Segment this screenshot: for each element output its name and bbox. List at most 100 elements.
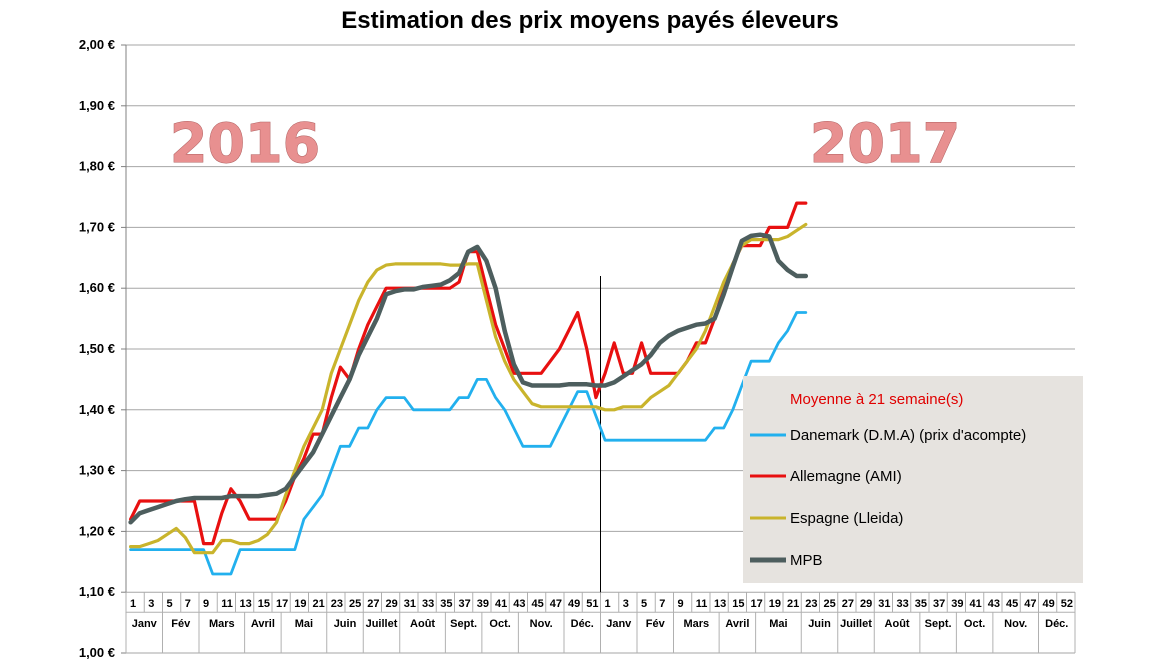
week-label: 3 xyxy=(148,598,154,610)
legend-label-2: Allemagne (AMI) xyxy=(790,468,902,485)
series-line-3 xyxy=(129,222,808,555)
month-label: Août xyxy=(410,618,435,630)
week-label: 27 xyxy=(367,598,379,610)
legend: Moyenne à 21 semaine(s) Danemark (D.M.A)… xyxy=(743,376,1083,583)
month-label: Juillet xyxy=(366,618,398,630)
month-label: Fév xyxy=(646,618,666,630)
month-label: Avril xyxy=(725,618,749,630)
week-label: 11 xyxy=(696,598,708,610)
week-label: 29 xyxy=(860,598,872,610)
week-label: 33 xyxy=(422,598,434,610)
y-tick-label: 1,20 € xyxy=(79,523,115,538)
month-label: Mai xyxy=(295,618,313,630)
y-tick-label: 1,30 € xyxy=(79,463,115,478)
month-label: Sept. xyxy=(925,618,952,630)
week-label: 39 xyxy=(477,598,489,610)
legend-label-4: MPB xyxy=(790,552,823,569)
legend-title: Moyenne à 21 semaine(s) xyxy=(790,391,963,408)
week-label: 7 xyxy=(185,598,191,610)
month-label: Août xyxy=(885,618,910,630)
axes xyxy=(125,45,1076,653)
week-label: 39 xyxy=(951,598,963,610)
week-label: 9 xyxy=(203,598,209,610)
week-label: 1 xyxy=(130,598,136,610)
week-label: 13 xyxy=(240,598,252,610)
week-label: 45 xyxy=(1006,598,1018,610)
y-tick-label: 1,10 € xyxy=(79,584,115,599)
legend-label-1: Danemark (D.M.A) (prix d'acompte) xyxy=(790,427,1026,444)
month-label: Janv xyxy=(606,618,632,630)
month-label: Nov. xyxy=(530,618,553,630)
series-line-1 xyxy=(129,311,808,576)
year-label-2016: 2016 xyxy=(170,112,320,175)
month-label: Mai xyxy=(769,618,787,630)
week-label: 47 xyxy=(550,598,562,610)
week-label: 43 xyxy=(988,598,1000,610)
week-label: 5 xyxy=(167,598,173,610)
week-label: 9 xyxy=(678,598,684,610)
month-label: Janv xyxy=(132,618,158,630)
week-label: 27 xyxy=(842,598,854,610)
week-label: 47 xyxy=(1024,598,1036,610)
week-label: 41 xyxy=(495,598,507,610)
week-label: 23 xyxy=(331,598,343,610)
month-label: Mars xyxy=(209,618,235,630)
month-label: Oct. xyxy=(489,618,510,630)
week-label: 17 xyxy=(276,598,288,610)
month-label: Avril xyxy=(251,618,275,630)
month-label: Sept. xyxy=(450,618,477,630)
y-tick-label: 1,70 € xyxy=(79,219,115,234)
series-lines xyxy=(128,201,809,576)
week-label: 25 xyxy=(824,598,836,610)
year-label-2017: 2017 xyxy=(810,112,960,175)
week-label: 11 xyxy=(221,598,233,610)
month-label: Déc. xyxy=(1045,618,1068,630)
week-label: 45 xyxy=(532,598,544,610)
month-label: Nov. xyxy=(1004,618,1027,630)
month-label: Oct. xyxy=(964,618,985,630)
y-tick-label: 1,50 € xyxy=(79,341,115,356)
legend-label-3: Espagne (Lleida) xyxy=(790,510,903,527)
month-label: Juin xyxy=(334,618,357,630)
y-tick-label: 1,00 € xyxy=(79,645,115,660)
week-label: 51 xyxy=(586,598,598,610)
month-label: Mars xyxy=(683,618,709,630)
week-label: 29 xyxy=(386,598,398,610)
week-label: 19 xyxy=(769,598,781,610)
month-label: Fév xyxy=(171,618,191,630)
week-label: 37 xyxy=(459,598,471,610)
series-line-4 xyxy=(128,232,809,525)
week-label: 25 xyxy=(349,598,361,610)
month-label: Juillet xyxy=(840,618,872,630)
y-tick-label: 1,40 € xyxy=(79,402,115,417)
chart-title: Estimation des prix moyens payés éleveur… xyxy=(341,7,839,34)
week-label: 52 xyxy=(1061,598,1073,610)
week-label: 3 xyxy=(623,598,629,610)
week-label: 49 xyxy=(1043,598,1055,610)
legend-background xyxy=(743,376,1083,583)
month-label: Déc. xyxy=(571,618,594,630)
y-tick-label: 1,90 € xyxy=(79,98,115,113)
week-label: 21 xyxy=(787,598,799,610)
y-tick-label: 1,60 € xyxy=(79,280,115,295)
week-label: 7 xyxy=(659,598,665,610)
week-label: 35 xyxy=(915,598,927,610)
week-label: 43 xyxy=(513,598,525,610)
week-label: 31 xyxy=(404,598,416,610)
week-label: 1 xyxy=(605,598,611,610)
x-axis-labels: 1 3 5 7 9 11 13 15 17 19 21 23 25 27 29 31 33 35 37 39 41 43 4… xyxy=(130,598,1073,630)
y-tick-label: 2,00 € xyxy=(79,37,115,52)
week-label: 21 xyxy=(313,598,325,610)
week-label: 15 xyxy=(258,598,270,610)
week-label: 33 xyxy=(897,598,909,610)
month-label: Juin xyxy=(808,618,831,630)
week-label: 19 xyxy=(294,598,306,610)
week-label: 49 xyxy=(568,598,580,610)
week-label: 37 xyxy=(933,598,945,610)
y-tick-label: 1,80 € xyxy=(79,159,115,174)
week-label: 17 xyxy=(751,598,763,610)
y-axis-ticks: 1,00 € 1,10 € 1,20 € 1,30 € 1,40 € 1,50 € 1,60… xyxy=(79,37,126,660)
week-label: 15 xyxy=(732,598,744,610)
